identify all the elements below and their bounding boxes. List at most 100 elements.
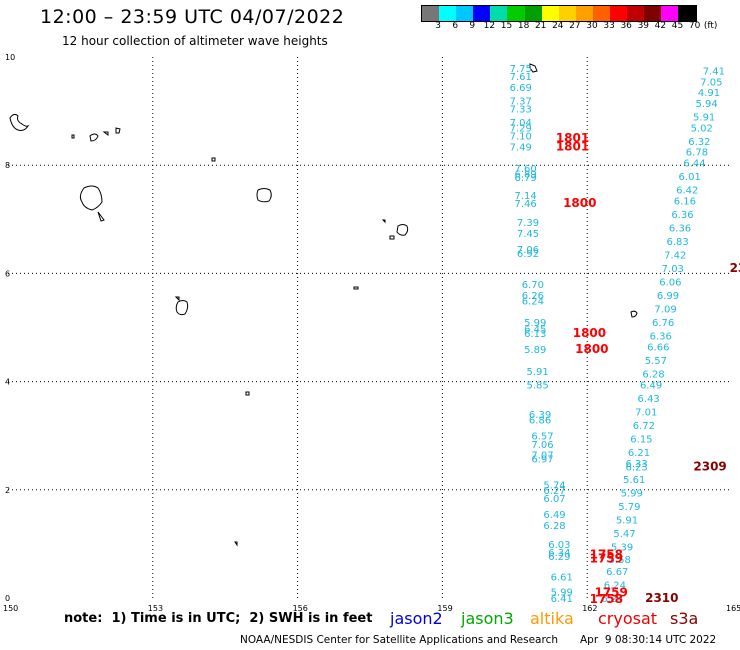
- swh-value: 5.74: [543, 480, 565, 491]
- legend-swatch: [507, 6, 525, 21]
- time-label: 1800: [575, 342, 608, 356]
- note-text: note: 1) Time is in UTC; 2) SWH is in fe…: [64, 611, 373, 626]
- swh-value: 7.03: [662, 264, 684, 275]
- legend-label: 3: [435, 21, 441, 31]
- y-tick-label: 10: [5, 53, 15, 62]
- legend-label: 6: [452, 21, 459, 31]
- legend-swatch: [541, 6, 559, 21]
- island-outline: [9, 113, 30, 131]
- swh-value: 6.06: [659, 278, 681, 289]
- time-label: 1800: [563, 196, 596, 210]
- legend-swatch: [558, 6, 576, 21]
- swh-value: 7.07: [531, 451, 553, 462]
- island-outline: [174, 296, 180, 302]
- swh-value: 6.07: [543, 494, 565, 505]
- swh-value: 6.24: [601, 594, 623, 605]
- swh-value: 6.49: [543, 510, 565, 521]
- legend-unit: (ft): [703, 21, 718, 31]
- swh-value: 5.99: [621, 489, 643, 500]
- swh-value: 6.03: [548, 540, 570, 551]
- swh-value: 4.91: [698, 88, 720, 99]
- swh-value: 6.79: [514, 173, 536, 184]
- axis-labels: 150 153 156 159 162 165 0 2 4 6 8 10: [3, 53, 740, 613]
- island-outline: [630, 310, 638, 318]
- swh-value: 7.75: [510, 64, 532, 75]
- legend-swatch: [473, 6, 491, 21]
- legend-label: 45: [671, 21, 684, 31]
- swh-track-2: 7.417.054.915.945.915.026.326.786.446.01…: [601, 67, 725, 605]
- time-label: 1801: [556, 131, 589, 145]
- legend-label: 70: [688, 21, 701, 31]
- swh-value: 5.94: [695, 99, 717, 110]
- footer-timestamp: Apr 9 08:30:14 UTC 2022: [580, 634, 717, 646]
- swh-value: 7.09: [654, 305, 676, 316]
- swh-value: 6.72: [633, 421, 655, 432]
- swh-value: 5.02: [691, 123, 713, 134]
- legend-label: 39: [637, 21, 650, 31]
- swh-value: 6.69: [510, 83, 532, 94]
- swh-value: 7.37: [510, 96, 532, 107]
- swh-value: 5.91: [693, 113, 715, 124]
- swh-value: 6.70: [522, 280, 544, 291]
- swh-value: 7.06: [531, 440, 553, 451]
- island-outline: [89, 133, 99, 142]
- time-label: 1801: [556, 139, 589, 153]
- swh-value: 7.41: [703, 67, 725, 78]
- island-outline: [529, 63, 538, 73]
- x-tick-label: 156: [293, 604, 308, 613]
- swh-value: 6.39: [529, 410, 551, 421]
- swh-value: 7.49: [510, 142, 532, 153]
- swh-value: 7.01: [635, 407, 657, 418]
- swh-value: 6.23: [625, 463, 647, 474]
- island-outline: [115, 127, 121, 134]
- legend-label: 30: [586, 21, 598, 31]
- swh-value: 6.57: [531, 432, 553, 443]
- swh-value: 6.78: [686, 148, 708, 159]
- page-title: 12:00 – 23:59 UTC 04/07/2022: [40, 6, 345, 28]
- swh-value: 6.24: [604, 580, 626, 591]
- swh-value: 6.66: [647, 342, 669, 353]
- swh-value: 5.58: [609, 555, 631, 566]
- time-label: 1758: [590, 548, 623, 562]
- swh-value: 6.01: [679, 172, 701, 183]
- legend-label: 18: [517, 21, 530, 31]
- legend-label: 9: [469, 21, 476, 31]
- swh-value: 6.61: [551, 572, 573, 583]
- swh-value: 6.42: [676, 186, 698, 197]
- page-subtitle: 12 hour collection of altimeter wave hei…: [62, 34, 328, 48]
- island-outline: [256, 188, 272, 203]
- swh-value: 6.33: [625, 459, 647, 470]
- island-outline: [175, 300, 189, 316]
- swh-value: 6.29: [548, 552, 570, 563]
- time-label: 1800: [573, 326, 606, 340]
- legend-swatch: [456, 6, 474, 21]
- swh-value: 5.85: [527, 380, 549, 391]
- satellite-jason3: jason3: [461, 609, 514, 628]
- swh-value: 6.97: [531, 454, 553, 465]
- swh-value: 5.61: [623, 475, 645, 486]
- swh-value: 6.83: [666, 237, 688, 248]
- swh-value: 7.10: [510, 131, 532, 142]
- satellite-cryosat: cryosat: [598, 609, 658, 628]
- legend-label: 33: [603, 21, 615, 31]
- swh-value: 7.33: [510, 104, 532, 115]
- y-tick-label: 8: [5, 161, 10, 170]
- island-outline: [234, 541, 238, 547]
- island-outline: [211, 157, 216, 162]
- swh-value: 5.57: [645, 356, 667, 367]
- swh-value: 6.43: [638, 394, 660, 405]
- swh-value: 6.92: [517, 249, 539, 260]
- legend-swatch: [575, 6, 593, 21]
- swh-value: 5.99: [524, 318, 546, 329]
- satellite-jason2: jason2: [390, 609, 443, 628]
- time-label: 2310: [645, 591, 678, 605]
- legend-swatch: [627, 6, 645, 21]
- swh-value: 6.21: [628, 448, 650, 459]
- swh-value: 6.16: [674, 196, 696, 207]
- color-legend-bar: [421, 5, 697, 22]
- legend-swatch: [490, 6, 508, 21]
- swh-value: 7.14: [514, 191, 536, 202]
- swh-value: 7.42: [664, 250, 686, 261]
- y-tick-label: 2: [5, 486, 10, 495]
- legend-label: 42: [654, 21, 667, 31]
